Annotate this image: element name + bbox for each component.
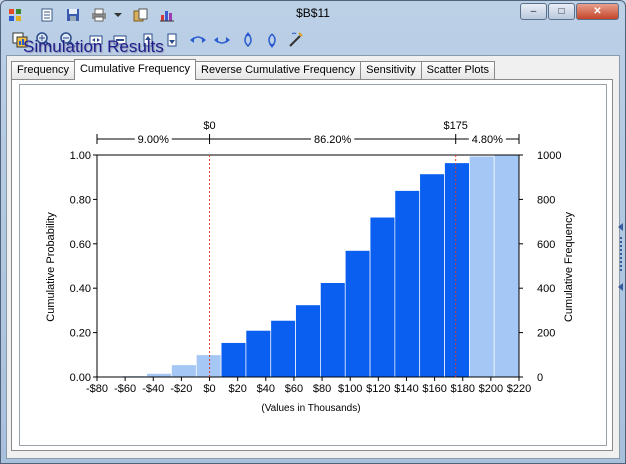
title-bar[interactable]: $B$11 – □ ✕ (1, 1, 625, 29)
rotate-up-icon[interactable] (239, 31, 257, 49)
tab-reverse-cumulative-frequency[interactable]: Reverse Cumulative Frequency (195, 61, 362, 80)
chart-title: Simulation Results (23, 37, 164, 56)
chart-bar (320, 282, 346, 378)
export-icon[interactable] (39, 7, 55, 23)
x-tick-label: $20 (228, 383, 246, 395)
upper-cutoff-label: $175 (443, 120, 467, 132)
percent-label: 9.00% (138, 134, 169, 146)
close-button[interactable]: ✕ (576, 3, 619, 20)
x-tick-label: $60 (285, 383, 303, 395)
y-tick-label: 0.80 (70, 194, 91, 206)
fit-height-icon[interactable] (111, 31, 129, 49)
x-tick-label: -$20 (170, 383, 192, 395)
maximize-button[interactable]: □ (548, 3, 575, 20)
chart-bar (295, 304, 321, 378)
move-up-icon[interactable] (139, 31, 157, 49)
y-tick-label: 0.40 (70, 283, 91, 295)
tab-frequency[interactable]: Frequency (11, 61, 75, 80)
chart-bar (245, 330, 272, 378)
zoom-in-icon[interactable] (35, 31, 53, 49)
y2-axis-label: Cumulative Frequency (563, 211, 575, 322)
minimize-button[interactable]: – (520, 3, 547, 20)
chart-bar (171, 364, 197, 378)
x-tick-label: $80 (313, 383, 331, 395)
x-tick-label: $160 (422, 383, 446, 395)
settings-wand-icon[interactable] (287, 31, 305, 49)
x-tick-label: $220 (507, 383, 531, 395)
x-tick-label: $180 (450, 383, 474, 395)
dropdown-arrow-icon[interactable] (113, 7, 123, 23)
zoom-out-icon[interactable] (59, 31, 77, 49)
chart-bar (344, 250, 371, 378)
percent-label-bg (134, 132, 172, 146)
plot-frame (19, 84, 607, 446)
percent-label-bg (311, 132, 355, 146)
tab-cumulative-frequency[interactable]: Cumulative Frequency (73, 59, 197, 80)
y2-tick-label: 1000 (537, 150, 561, 162)
print-icon[interactable] (91, 7, 107, 23)
chart-bar (220, 342, 247, 378)
side-panel-grip[interactable] (617, 223, 625, 291)
chart-bar (195, 354, 222, 378)
tab-scatter-plots[interactable]: Scatter Plots (420, 61, 496, 80)
y-tick-label: 0.00 (70, 372, 91, 384)
x-tick-label: $200 (479, 383, 503, 395)
x-tick-label: $120 (366, 383, 390, 395)
chart-bar (444, 162, 470, 378)
percent-label-bg (468, 132, 506, 146)
copy-chart-icon[interactable] (11, 31, 29, 49)
chart-bar (493, 154, 520, 378)
y2-tick-label: 0 (537, 372, 543, 384)
copy-icon[interactable] (133, 7, 149, 23)
percent-label: 4.80% (472, 134, 503, 146)
shift-left-icon[interactable] (189, 31, 207, 49)
y2-tick-label: 400 (537, 283, 555, 295)
chart-bar (369, 216, 396, 378)
lower-cutoff-label: $0 (203, 120, 215, 132)
y-axis-label: Cumulative Probability (45, 212, 57, 322)
toolbar (5, 29, 621, 51)
shift-right-icon[interactable] (213, 31, 231, 49)
chart-icon[interactable] (159, 7, 175, 23)
x-axis-label: (Values in Thousands) (261, 403, 360, 414)
y2-tick-label: 600 (537, 239, 555, 251)
x-tick-label: $0 (203, 383, 215, 395)
y-tick-label: 1.00 (70, 150, 91, 162)
rotate-down-icon[interactable] (263, 31, 281, 49)
x-tick-label: -$60 (114, 383, 136, 395)
x-tick-label: $100 (338, 383, 362, 395)
y2-tick-label: 800 (537, 194, 555, 206)
chart-bar (270, 320, 296, 378)
x-tick-label: $40 (257, 383, 275, 395)
chart-bar (469, 155, 495, 378)
y-tick-label: 0.60 (70, 239, 91, 251)
cumulative-chart: 0.00 0.20 0.40 0.60 0.80 1.00 0 200 400 600 800 100… (45, 120, 575, 414)
chart-bar (394, 190, 421, 378)
x-tick-label: -$40 (142, 383, 164, 395)
percent-label: 86.20% (314, 134, 352, 146)
window-title: $B$11 (296, 6, 330, 20)
save-icon[interactable] (65, 7, 81, 23)
chart-bar (419, 173, 445, 378)
app-menu-icon[interactable] (7, 7, 23, 23)
move-down-icon[interactable] (163, 31, 181, 49)
tab-strip: Frequency Cumulative Frequency Reverse C… (11, 59, 496, 80)
y2-tick-label: 200 (537, 328, 555, 340)
chart-bar (146, 373, 172, 378)
y-tick-label: 0.20 (70, 328, 91, 340)
x-tick-label: $140 (394, 383, 418, 395)
fit-width-icon[interactable] (87, 31, 105, 49)
x-tick-label: -$80 (86, 383, 108, 395)
